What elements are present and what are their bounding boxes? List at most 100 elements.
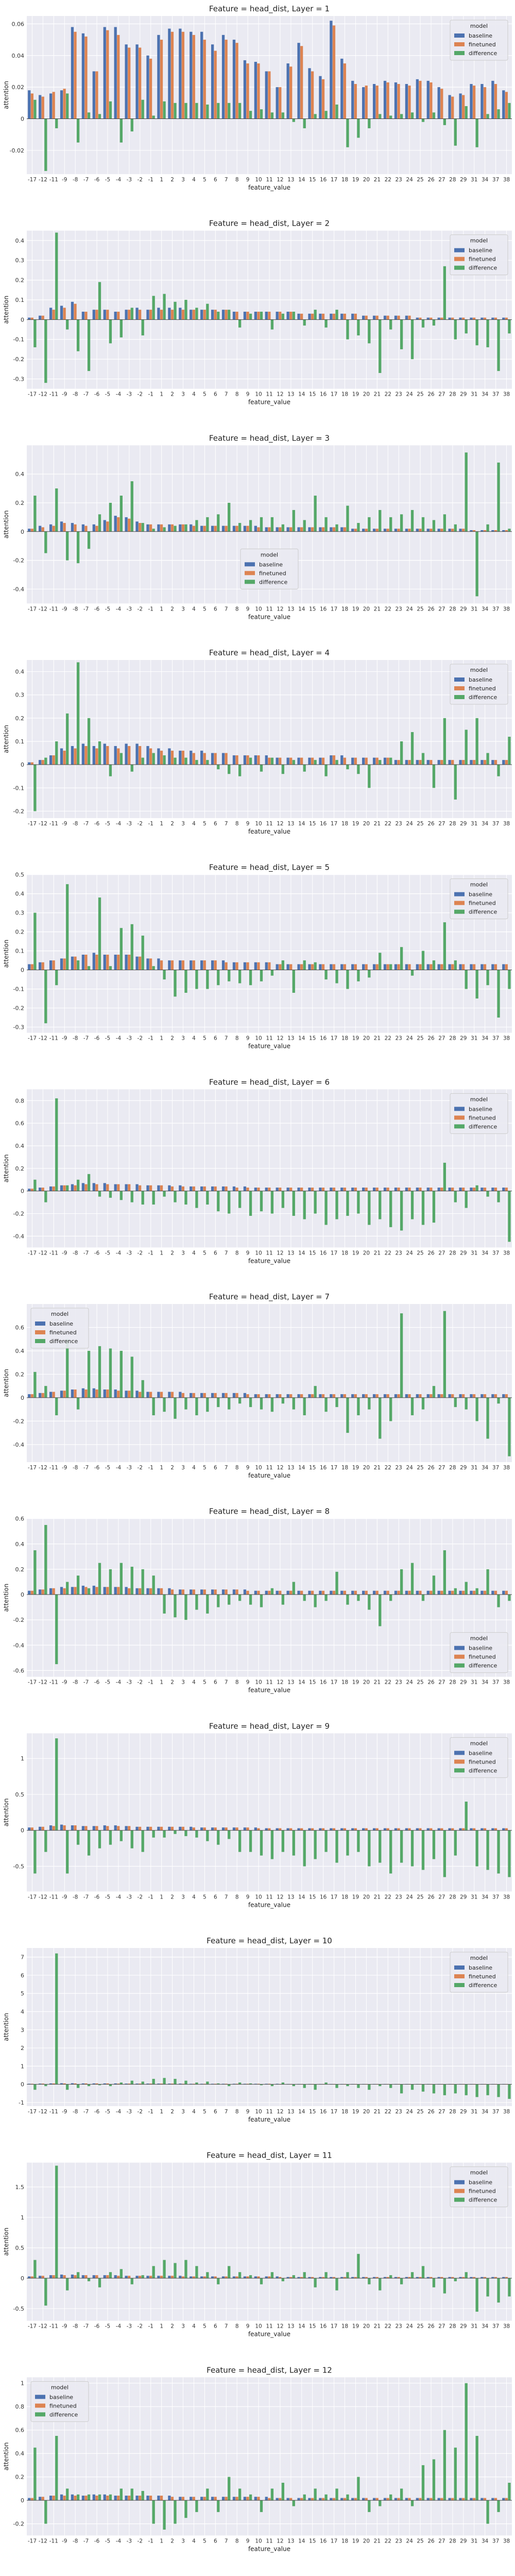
- bar-finetuned: [430, 760, 433, 765]
- x-tick-label: 13: [287, 1894, 294, 1900]
- bar-finetuned: [160, 960, 163, 970]
- bar-difference: [357, 1397, 360, 1416]
- x-tick-label: -4: [116, 821, 122, 827]
- bar-finetuned: [160, 1588, 163, 1595]
- x-tick-label: 12: [277, 1250, 283, 1256]
- bar-baseline: [470, 964, 473, 970]
- bar-baseline: [502, 2498, 505, 2501]
- bar-finetuned: [203, 2276, 206, 2279]
- x-tick-label: 7: [225, 821, 228, 827]
- bar-baseline: [383, 529, 387, 532]
- x-tick-label: 29: [460, 1250, 467, 1256]
- x-tick-label: 28: [449, 177, 456, 183]
- bar-finetuned: [246, 2497, 249, 2501]
- legend-title: model: [470, 882, 488, 888]
- x-tick-label: -8: [73, 821, 78, 827]
- bar-baseline: [71, 1389, 74, 1398]
- x-tick-label: 8: [235, 2109, 239, 2115]
- x-tick-label: 25: [417, 2538, 423, 2544]
- bar-baseline: [265, 1394, 268, 1398]
- bar-difference: [141, 99, 144, 119]
- x-tick-label: -7: [83, 1036, 89, 1042]
- bar-finetuned: [128, 1588, 131, 1595]
- bar-difference: [270, 2488, 274, 2501]
- bar-finetuned: [321, 1590, 325, 1595]
- x-tick-label: 12: [277, 1465, 283, 1471]
- x-tick-label: 11: [266, 2538, 272, 2544]
- x-tick-label: 21: [374, 1680, 381, 1686]
- bar-difference: [379, 1397, 382, 1439]
- bar-finetuned: [386, 1590, 389, 1595]
- bar-finetuned: [354, 313, 357, 320]
- bar-difference: [443, 2278, 447, 2294]
- x-tick-label: 24: [406, 2324, 413, 2330]
- bar-finetuned: [321, 2277, 325, 2279]
- bar-finetuned: [160, 2083, 163, 2084]
- y-axis-label: attention: [3, 2442, 10, 2470]
- bar-finetuned: [139, 1588, 142, 1595]
- bar-baseline: [179, 2497, 182, 2501]
- x-tick-label: 3: [181, 2109, 185, 2115]
- x-tick-label: 38: [503, 2109, 510, 2115]
- x-tick-label: 15: [309, 177, 316, 183]
- bar-finetuned: [386, 315, 389, 320]
- bar-finetuned: [483, 1188, 487, 1191]
- bar-baseline: [362, 964, 365, 970]
- bar-finetuned: [440, 1188, 443, 1191]
- bar-baseline: [502, 1590, 505, 1595]
- bar-finetuned: [181, 1393, 185, 1398]
- y-tick-label: 0.5: [15, 2245, 25, 2251]
- legend-title: model: [470, 667, 488, 673]
- bar-baseline: [243, 755, 247, 765]
- bar-finetuned: [74, 2275, 77, 2279]
- x-tick-label: -1: [148, 1036, 153, 1042]
- bar-baseline: [146, 310, 149, 320]
- legend-label-difference: difference: [469, 694, 497, 701]
- legend-label-difference: difference: [49, 2411, 78, 2418]
- bar-finetuned: [235, 755, 238, 765]
- bar-finetuned: [483, 87, 487, 119]
- bar-difference: [174, 1397, 177, 1419]
- bar-difference: [217, 1595, 220, 1607]
- bar-baseline: [308, 1828, 311, 1831]
- bar-baseline: [319, 757, 322, 765]
- x-tick-label: 4: [192, 1036, 196, 1042]
- bar-baseline: [362, 757, 365, 765]
- bar-finetuned: [30, 93, 33, 119]
- bar-difference: [249, 2275, 252, 2279]
- y-tick-label: 0.4: [15, 238, 25, 244]
- bar-difference: [130, 1830, 133, 1849]
- x-tick-label: 13: [287, 1465, 294, 1471]
- bar-baseline: [394, 82, 398, 119]
- bar-difference: [421, 2084, 425, 2092]
- x-tick-label: 38: [503, 1036, 510, 1042]
- bar-finetuned: [95, 310, 98, 320]
- bar-finetuned: [343, 1828, 347, 1831]
- bar-finetuned: [160, 1185, 163, 1191]
- bar-baseline: [114, 955, 117, 970]
- x-tick-label: 16: [320, 1036, 327, 1042]
- legend-swatch-difference: [454, 2197, 465, 2202]
- bar-finetuned: [128, 1391, 131, 1398]
- x-tick-label: 14: [298, 1680, 305, 1686]
- x-tick-label: 6: [214, 2109, 217, 2115]
- x-tick-label: 27: [438, 606, 445, 612]
- bar-finetuned: [321, 1828, 325, 1831]
- bar-difference: [98, 2278, 101, 2287]
- bar-finetuned: [289, 1188, 293, 1191]
- x-tick-label: 1: [160, 2109, 163, 2115]
- bar-finetuned: [128, 955, 131, 970]
- bar-difference: [346, 2494, 349, 2501]
- bar-difference: [324, 1830, 328, 1852]
- x-tick-label: 28: [449, 2109, 456, 2115]
- bar-finetuned: [332, 1590, 336, 1595]
- bar-baseline: [190, 2276, 193, 2279]
- bar-finetuned: [375, 1590, 379, 1595]
- x-tick-label: 21: [374, 1036, 381, 1042]
- bar-baseline: [437, 87, 440, 119]
- bar-finetuned: [440, 964, 443, 970]
- x-tick-label: -12: [39, 606, 47, 612]
- bar-finetuned: [246, 1394, 249, 1398]
- bar-baseline: [340, 1828, 344, 1831]
- legend-swatch-baseline: [454, 248, 465, 252]
